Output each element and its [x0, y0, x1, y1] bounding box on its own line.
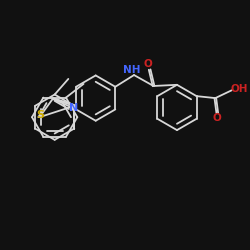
Text: O: O — [213, 114, 222, 124]
Text: NH: NH — [123, 64, 141, 74]
Text: N: N — [69, 103, 78, 113]
Text: OH: OH — [230, 84, 248, 94]
Text: S: S — [36, 110, 44, 120]
Text: O: O — [144, 59, 152, 69]
